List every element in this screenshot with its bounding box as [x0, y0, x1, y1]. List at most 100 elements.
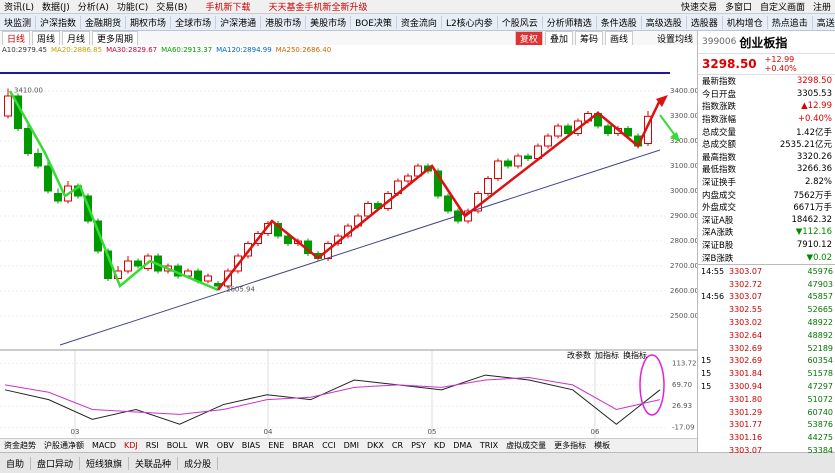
indicator-tab[interactable]: BIAS	[241, 441, 261, 450]
indicator-tab[interactable]: TRIX	[479, 441, 499, 450]
trade-volume: 45976	[807, 266, 833, 276]
period[interactable]: 日线	[2, 31, 31, 45]
tool[interactable]: 自定义画面	[759, 3, 805, 13]
tab[interactable]: 沪深港通	[216, 15, 262, 29]
indicator-tab[interactable]: 资金趋势	[4, 441, 36, 450]
trade-list: 14:55 3303.07 45976 3302.72 47903 14:56 3303.0…	[698, 263, 835, 457]
candle-body	[624, 128, 632, 137]
period[interactable]: 周线	[32, 31, 61, 45]
status-item[interactable]: 自助	[0, 456, 32, 470]
trade-price: 3300.94	[729, 381, 763, 391]
indicator-tab[interactable]: CR	[391, 441, 404, 450]
tab[interactable]: BOE决策	[351, 15, 397, 29]
trade-volume: 52189	[807, 343, 833, 353]
indicator-tab[interactable]: BRAR	[292, 441, 315, 450]
chart-tool[interactable]: 复权	[514, 31, 543, 45]
tab[interactable]: 期权市场	[126, 15, 172, 29]
candle-body	[134, 260, 142, 267]
quote-label: 指数涨跌	[702, 102, 737, 113]
ma-label: MA250:2686.40	[275, 46, 332, 54]
tab[interactable]: 全球市场	[171, 15, 217, 29]
indicator-tab[interactable]: CCI	[322, 441, 336, 450]
indicator-action[interactable]: 改参数	[567, 351, 591, 360]
status-item[interactable]: 盘口异动	[31, 456, 81, 470]
indicator-tab[interactable]: 沪股通净额	[44, 441, 84, 450]
indicator-line	[4, 374, 661, 425]
trade-row: 3301.80 51072	[698, 393, 835, 406]
ma-setting[interactable]: 设置均线	[656, 34, 693, 45]
menu-item[interactable]: 数据(J)	[42, 3, 70, 13]
chart-tool[interactable]: 叠加	[544, 31, 573, 45]
status-item[interactable]: 关联品种	[129, 456, 179, 470]
promo[interactable]: 天天基金手机新全新升级	[268, 3, 368, 13]
menu-item[interactable]: 交易(B)	[156, 3, 188, 13]
tab[interactable]: 高送长线	[813, 16, 835, 29]
quote-label: 最低指数	[702, 165, 737, 176]
tab[interactable]: 个股风云	[498, 15, 543, 29]
tab[interactable]: 高级选股	[642, 15, 687, 29]
tab[interactable]: 港股市场	[261, 15, 307, 29]
tab[interactable]: 块监测	[0, 15, 37, 29]
tab[interactable]: 机构增仓	[723, 15, 768, 29]
menu-item[interactable]: 功能(C)	[116, 3, 149, 13]
tab[interactable]: 金融期货	[81, 15, 127, 29]
quote-row: 外盘成交 6671万手	[698, 201, 835, 214]
tab[interactable]: 沪深指数	[36, 15, 82, 29]
indicator-tab[interactable]: 更多指标	[554, 441, 587, 450]
chart-tool[interactable]: 筹码	[574, 31, 603, 45]
indicator-tabs: 资金趋势 沪股通净额 MACD KDJ RSI BOLL WR OBV BIAS ENE BRAR C…	[0, 438, 697, 452]
indicator-tab[interactable]: DMA	[453, 441, 472, 450]
chart-tool[interactable]: 画线	[604, 31, 633, 45]
tool[interactable]: 多窗口	[724, 3, 752, 13]
candle-body	[494, 160, 502, 179]
indicator-tab[interactable]: OBV	[216, 441, 234, 450]
menu-item[interactable]: 资讯(L)	[4, 3, 35, 13]
promo[interactable]: 手机新下载	[205, 3, 251, 13]
ma-label: MA60:2913.37	[161, 46, 213, 54]
indicator-tab[interactable]: WR	[195, 441, 209, 450]
trade-price: 3302.55	[729, 305, 763, 315]
indicator-tab[interactable]: RSI	[145, 441, 159, 450]
quote-value: 3305.53	[796, 88, 832, 99]
quote-value: 7562万手	[793, 190, 832, 201]
quote-label: 最高指数	[702, 152, 737, 163]
candle-body	[554, 125, 562, 137]
indicator-tab[interactable]: KDJ	[123, 441, 138, 450]
indicator-action[interactable]: 换指标	[623, 351, 647, 360]
status-item[interactable]: 成分股	[178, 456, 219, 470]
indicator-tab[interactable]: BOLL	[166, 441, 188, 450]
indicator-tab[interactable]: ENE	[268, 441, 285, 450]
tab[interactable]: 热点追击	[768, 15, 813, 29]
code: 399006	[702, 37, 737, 47]
tab[interactable]: 选股器	[687, 15, 723, 29]
tab-bar: 块监测 沪深指数 金融期货 期权市场 全球市场 沪深港通 港股市场 美股市场 BOE决策 资金流向…	[0, 14, 835, 31]
tab[interactable]: 资金流向	[397, 15, 442, 29]
candle-body	[514, 155, 522, 167]
menu-item[interactable]: 分析(A)	[77, 3, 109, 13]
tab[interactable]: 条件选股	[597, 15, 642, 29]
quote-value: ▲12.99	[801, 101, 832, 112]
indicator-header: 改参数 加指标 换指标	[565, 350, 649, 361]
indicator-tab[interactable]: DMI	[343, 441, 360, 450]
indicator-tab[interactable]: PSY	[411, 441, 426, 450]
indicator-action[interactable]: 加指标	[595, 351, 619, 360]
indicator-tab[interactable]: MACD	[92, 441, 116, 450]
tool[interactable]: 快速交易	[680, 3, 717, 13]
period[interactable]: 更多周期	[92, 31, 139, 45]
trade-volume: 44275	[807, 433, 833, 443]
status-item[interactable]: 短线狼旗	[80, 456, 130, 470]
indicator-tab[interactable]: 模板	[594, 441, 611, 450]
period[interactable]: 月线	[62, 31, 91, 45]
tool[interactable]: 注册	[812, 3, 831, 13]
tab[interactable]: 分析师精选	[543, 15, 597, 29]
trade-volume: 48922	[807, 317, 833, 327]
green-arrow-head	[670, 132, 680, 142]
quote-row: 深证换手 2.82%	[698, 176, 835, 189]
candle-body	[94, 220, 102, 252]
indicator-tab[interactable]: DKX	[367, 441, 384, 450]
candle-body	[4, 95, 12, 117]
indicator-tab[interactable]: KD	[433, 441, 446, 450]
tab[interactable]: 美股市场	[306, 15, 352, 29]
tab[interactable]: L2核心内参	[442, 15, 498, 29]
indicator-tab[interactable]: 虚拟成交量	[506, 441, 547, 450]
